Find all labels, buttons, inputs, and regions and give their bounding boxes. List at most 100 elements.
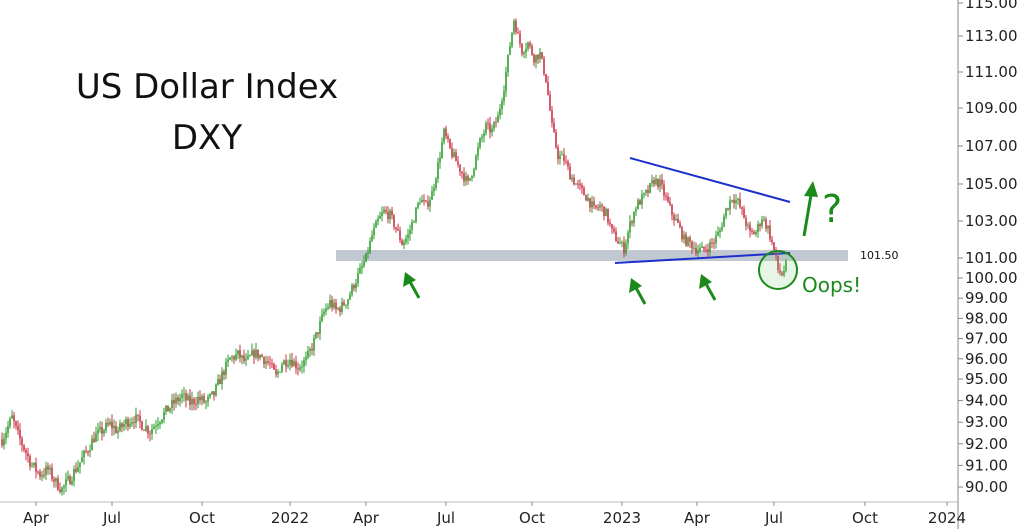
candle-body	[503, 91, 505, 102]
support-band	[336, 250, 848, 261]
y-tick-label: 91.00	[965, 456, 1008, 474]
candle-body	[103, 430, 105, 434]
candle-body	[569, 166, 571, 180]
candle-body	[495, 122, 497, 124]
candles-group	[1, 18, 787, 496]
y-tick-label: 115.00	[965, 0, 1018, 12]
candle-body	[431, 191, 433, 200]
candle-body	[241, 355, 243, 358]
y-tick-label: 94.00	[965, 392, 1008, 410]
arrow-annotations	[403, 181, 818, 305]
candle-body	[279, 371, 281, 373]
candle-body	[707, 249, 709, 252]
candle-body	[737, 198, 739, 201]
candle-body	[63, 485, 65, 488]
candle-body	[233, 356, 235, 360]
x-axis: Apr Jul Oct 2022 Apr Jul Oct 2023 Apr Jul Oct 2024	[23, 502, 966, 527]
candle-body	[187, 395, 189, 401]
candle-body	[615, 231, 617, 242]
candle-body	[529, 42, 531, 47]
candle-body	[781, 272, 783, 276]
candle-body	[105, 423, 107, 431]
candle-body	[469, 178, 471, 181]
candle-body	[27, 453, 29, 457]
candle-body	[89, 450, 91, 452]
candle-body	[53, 479, 55, 482]
candle-body	[497, 115, 499, 123]
candle-body	[751, 230, 753, 232]
candle-body	[591, 201, 593, 208]
candle-body	[767, 225, 769, 229]
candle-body	[303, 360, 305, 367]
oops-circle	[758, 250, 798, 290]
candle-body	[619, 243, 621, 245]
candle-body	[637, 200, 639, 209]
y-tick-label: 98.00	[965, 309, 1008, 327]
candle-body	[463, 173, 465, 182]
candle-body	[211, 391, 213, 394]
candle-body	[647, 190, 649, 193]
candle-body	[83, 450, 85, 458]
candle-body	[43, 474, 45, 476]
candle-body	[91, 438, 93, 451]
candle-body	[95, 433, 97, 442]
candle-body	[487, 123, 489, 125]
candle-body	[197, 396, 199, 405]
candle-body	[167, 405, 169, 412]
candle-body	[139, 415, 141, 422]
candle-body	[553, 122, 555, 132]
candle-body	[783, 270, 785, 276]
candle-body	[713, 242, 715, 244]
candle-body	[427, 201, 429, 207]
candle-body	[409, 230, 411, 235]
candle-body	[135, 414, 137, 423]
candle-body	[173, 399, 175, 404]
candle-body	[677, 218, 679, 223]
candle-body	[429, 199, 431, 207]
candle-body	[573, 177, 575, 185]
candle-body	[199, 396, 201, 401]
candle-body	[687, 237, 689, 246]
candle-body	[719, 229, 721, 232]
candle-body	[589, 198, 591, 208]
candle-body	[607, 208, 609, 223]
candle-body	[19, 430, 21, 439]
candle-body	[517, 32, 519, 34]
candle-body	[311, 349, 313, 351]
candle-body	[473, 168, 475, 176]
candle-body	[205, 401, 207, 403]
y-tick-label: 97.00	[965, 330, 1008, 348]
candle-body	[107, 423, 109, 425]
candle-body	[325, 308, 327, 312]
candle-body	[283, 360, 285, 365]
candle-body	[127, 419, 129, 427]
candle-body	[221, 371, 223, 385]
x-tick-label: Apr	[23, 509, 50, 527]
candle-body	[423, 199, 425, 201]
candle-body	[641, 194, 643, 205]
candle-body	[265, 361, 267, 364]
candle-body	[137, 414, 139, 416]
candle-body	[333, 302, 335, 308]
candle-body	[559, 155, 561, 160]
candle-body	[587, 198, 589, 201]
candle-body	[81, 457, 83, 463]
candle-body	[401, 240, 403, 246]
candle-body	[743, 208, 745, 219]
candle-body	[551, 110, 553, 123]
candle-body	[417, 203, 419, 208]
candle-body	[613, 228, 615, 232]
candle-body	[561, 154, 563, 156]
candle-body	[667, 196, 669, 202]
candle-body	[243, 355, 245, 361]
candle-body	[289, 359, 291, 365]
candle-body	[259, 355, 261, 359]
candle-body	[639, 200, 641, 205]
candle-body	[671, 204, 673, 215]
candle-body	[297, 368, 299, 370]
candle-body	[339, 308, 341, 312]
candle-body	[247, 355, 249, 359]
up-arrow-icon	[802, 181, 818, 237]
candle-body	[51, 467, 53, 480]
candle-body	[679, 222, 681, 228]
